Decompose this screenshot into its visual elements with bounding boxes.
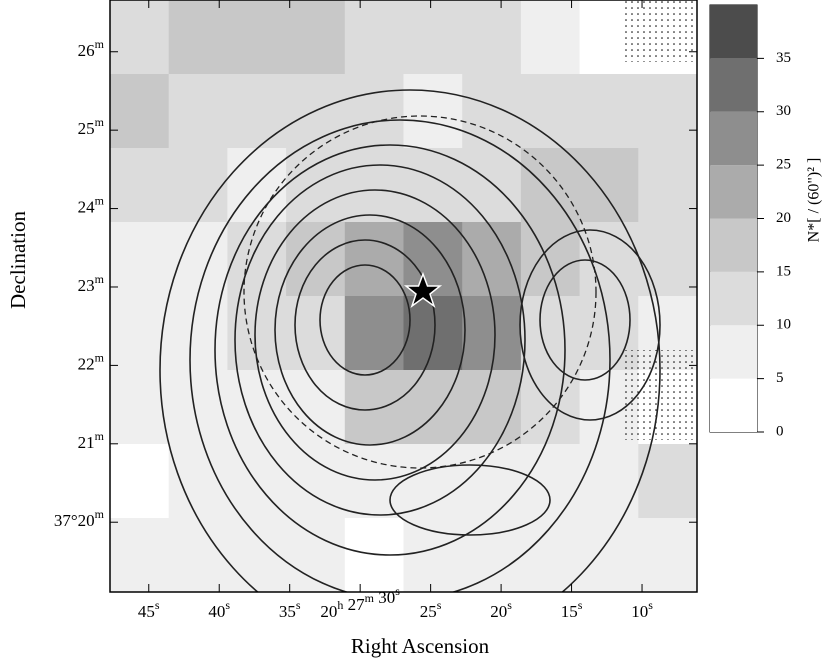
density-cell (168, 518, 228, 592)
density-cell (168, 370, 228, 445)
colorbar-title: N*[ / (60")² ] (806, 158, 823, 243)
density-cell (286, 370, 346, 445)
x-tick-label: 20s (490, 598, 512, 621)
density-cell (520, 74, 581, 149)
colorbar-tick-label: 15 (776, 263, 791, 279)
density-cell (286, 518, 346, 592)
density-cell (579, 74, 639, 149)
density-cell (403, 518, 463, 592)
colorbar-tick-label: 30 (776, 103, 791, 119)
colorbar-tick-label: 10 (776, 317, 791, 333)
density-cell (638, 518, 697, 592)
colorbar-band (710, 5, 757, 59)
density-cell (462, 370, 522, 445)
density-cell (520, 444, 581, 519)
x-tick-label: 25s (420, 598, 442, 621)
x-tick-label: 45s (138, 598, 160, 621)
density-cell (344, 74, 404, 149)
density-cell (168, 74, 228, 149)
colorbar-band (710, 165, 757, 219)
density-cell (462, 74, 522, 149)
density-cell (403, 222, 463, 297)
y-tick-label: 21m (78, 429, 105, 452)
y-tick-label: 24m (78, 193, 105, 216)
colorbar-tick-label: 25 (776, 157, 791, 173)
x-tick-label: 20h 27m 30s (320, 584, 400, 621)
density-cell (344, 222, 404, 297)
star-marker (403, 271, 443, 308)
colorbar-tick-label: 35 (776, 50, 791, 66)
density-cell (638, 148, 697, 223)
density-cell (520, 0, 581, 75)
density-cell (110, 370, 170, 445)
density-cell (462, 0, 522, 75)
density-cell (110, 296, 170, 371)
colorbar-band (710, 58, 757, 112)
density-cell (403, 444, 463, 519)
density-cell (638, 444, 697, 519)
y-tick-label: 26m (78, 37, 105, 60)
density-cell (403, 74, 463, 149)
colorbar-band (710, 218, 757, 272)
density-cell (638, 222, 697, 297)
density-cell (227, 74, 287, 149)
colorbar-tick-label: 0 (776, 423, 784, 439)
density-cell (227, 222, 287, 297)
y-tick-label: 37°20m (54, 507, 105, 530)
density-cell (168, 148, 228, 223)
colorbar-band (710, 111, 757, 166)
colorbar-tick-label: 5 (776, 370, 784, 386)
colorbar-band (710, 325, 757, 379)
density-cell (462, 222, 522, 297)
density-cell (344, 0, 404, 75)
y-tick-label: 25m (78, 115, 105, 138)
density-cell (110, 0, 170, 75)
density-cell (579, 148, 639, 223)
y-axis-title: Declination (6, 211, 30, 309)
density-cell (344, 296, 404, 371)
density-cell (110, 148, 170, 223)
density-cell (520, 518, 581, 592)
density-cell (110, 74, 170, 149)
x-tick-label: 10s (631, 598, 653, 621)
density-cell (403, 0, 463, 75)
density-cell (462, 444, 522, 519)
plot-frame (109, 0, 698, 593)
density-cell (110, 222, 170, 297)
x-tick-label: 40s (208, 598, 230, 621)
density-cell (344, 148, 404, 223)
colorbar-band (710, 378, 757, 432)
density-cell (579, 444, 639, 519)
x-tick-label: 35s (279, 598, 301, 621)
density-cell (344, 444, 404, 519)
density-cell (403, 148, 463, 223)
colorbar-tick-label: 20 (776, 210, 791, 226)
density-cell (168, 222, 228, 297)
density-cell (579, 518, 639, 592)
colorbar-band (710, 271, 757, 326)
density-cell (110, 518, 170, 592)
density-cell (227, 0, 287, 75)
density-cell (638, 74, 697, 149)
y-tick-label: 22m (78, 350, 105, 373)
density-cell (286, 148, 346, 223)
density-cell (110, 444, 170, 519)
density-cell (462, 148, 522, 223)
x-tick-label: 15s (561, 598, 583, 621)
y-tick-label: 23m (78, 272, 105, 295)
x-axis-title: Right Ascension (351, 634, 490, 658)
density-cell (462, 296, 522, 371)
contours (159, 0, 697, 592)
density-cell (168, 0, 228, 75)
density-cell (286, 0, 346, 75)
density-cell (520, 148, 581, 223)
density-cell (344, 370, 404, 445)
